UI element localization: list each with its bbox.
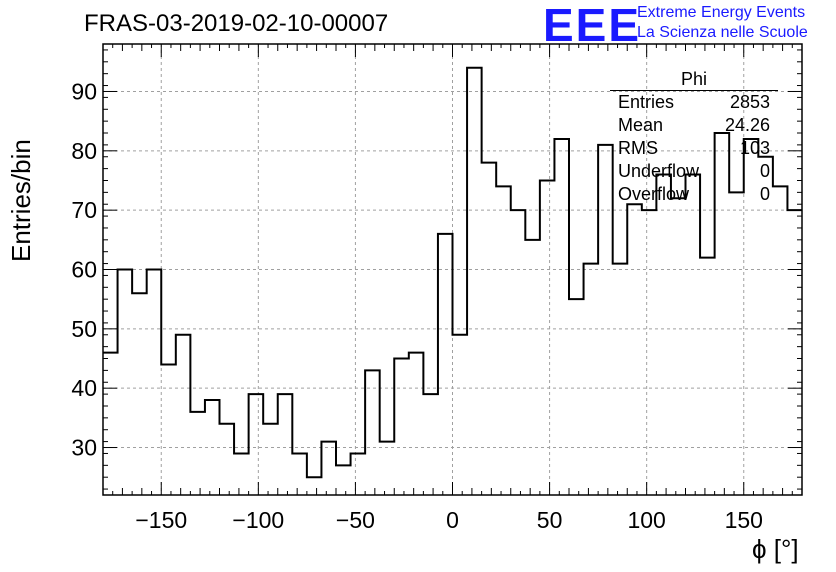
x-tick-label: 0 xyxy=(446,507,459,533)
histogram-bin xyxy=(220,424,235,495)
histogram-bin xyxy=(321,442,336,495)
histogram-bin xyxy=(700,258,715,495)
y-tick-label: 80 xyxy=(71,138,97,164)
histogram-bin xyxy=(409,353,424,495)
y-tick-label: 60 xyxy=(71,257,97,283)
histogram-bin xyxy=(394,359,409,495)
histogram-bin xyxy=(642,210,657,495)
histogram-bin xyxy=(234,453,249,495)
histogram-bin xyxy=(351,453,366,495)
histogram-bin xyxy=(423,394,438,495)
x-tick-label: 100 xyxy=(627,507,665,533)
histogram-bin xyxy=(584,264,599,495)
y-tick-label: 30 xyxy=(71,435,97,461)
logo-caption-line1: Extreme Energy Events xyxy=(637,4,806,21)
stats-row-underflow: Underflow 0 xyxy=(610,160,778,183)
stats-label: Overflow xyxy=(618,184,690,204)
histogram-bin xyxy=(656,175,671,495)
stats-value: 2853 xyxy=(729,92,770,112)
x-tick-label: 150 xyxy=(725,507,763,533)
histogram-line xyxy=(103,66,802,479)
histogram-bin xyxy=(758,157,773,495)
stats-row-mean: Mean 24.26 xyxy=(610,114,778,137)
stats-label: Underflow xyxy=(618,161,700,181)
stats-box-title: Phi xyxy=(610,68,778,91)
histogram-bin xyxy=(511,210,526,495)
y-axis-label: Entries/bin xyxy=(6,139,36,262)
stats-row-overflow: Overflow 0 xyxy=(610,183,778,206)
x-tick-label: −100 xyxy=(232,507,284,533)
stats-label: RMS xyxy=(618,138,658,158)
stats-value: 103 xyxy=(739,138,770,158)
histogram-bin xyxy=(686,175,701,495)
x-tick-label: −150 xyxy=(135,507,187,533)
histogram-bin xyxy=(380,442,395,495)
histogram-bin xyxy=(190,412,205,495)
stats-label: Entries xyxy=(618,92,675,112)
stats-label: Mean xyxy=(618,115,664,135)
histogram-bin xyxy=(278,394,293,495)
plot-frame xyxy=(102,43,803,496)
x-tick-label: 50 xyxy=(537,507,563,533)
x-axis-label: ϕ [°] xyxy=(752,534,799,564)
histogram-bin xyxy=(132,293,147,495)
y-tick-label: 90 xyxy=(71,78,97,104)
stats-row-entries: Entries 2853 xyxy=(610,91,778,114)
histogram-bin xyxy=(773,186,788,495)
chart-title: FRAS-03-2019-02-10-00007 xyxy=(84,10,389,37)
histogram-bin xyxy=(613,264,628,495)
histogram-bin xyxy=(307,477,322,495)
histogram-bin xyxy=(263,424,278,495)
histogram-bin xyxy=(176,335,191,495)
histogram-bin xyxy=(496,186,511,495)
histogram-bin xyxy=(787,210,802,495)
histogram-bin xyxy=(729,192,744,495)
histogram-bin xyxy=(365,370,380,495)
x-tick-label: −50 xyxy=(336,507,375,533)
stats-box: Phi Entries 2853 Mean 24.26 RMS 103 Unde… xyxy=(610,68,778,206)
y-tick-label: 50 xyxy=(71,316,97,342)
eee-logo: EEE xyxy=(543,0,642,51)
y-tick-label: 40 xyxy=(71,375,97,401)
histogram-bin xyxy=(627,204,642,495)
histogram-bin xyxy=(249,394,264,495)
histogram-bin xyxy=(438,234,453,495)
stats-value: 0 xyxy=(759,161,770,181)
logo-caption-line2: La Scienza nelle Scuole xyxy=(637,24,808,41)
histogram-bin xyxy=(292,453,307,495)
histogram-bin xyxy=(467,68,482,495)
stats-value: 0 xyxy=(759,184,770,204)
y-tick-label: 70 xyxy=(71,197,97,223)
stats-row-rms: RMS 103 xyxy=(610,137,778,160)
histogram-bin xyxy=(554,139,569,495)
histogram-bin xyxy=(525,240,540,495)
histogram-bin xyxy=(118,270,133,496)
histogram-bin xyxy=(453,335,468,495)
histogram-bin xyxy=(103,353,118,495)
histogram-bin xyxy=(336,465,351,495)
stats-value: 24.26 xyxy=(724,115,770,135)
histogram-bin xyxy=(161,364,176,495)
histogram-bin xyxy=(147,270,162,496)
histogram-bin xyxy=(671,198,686,495)
